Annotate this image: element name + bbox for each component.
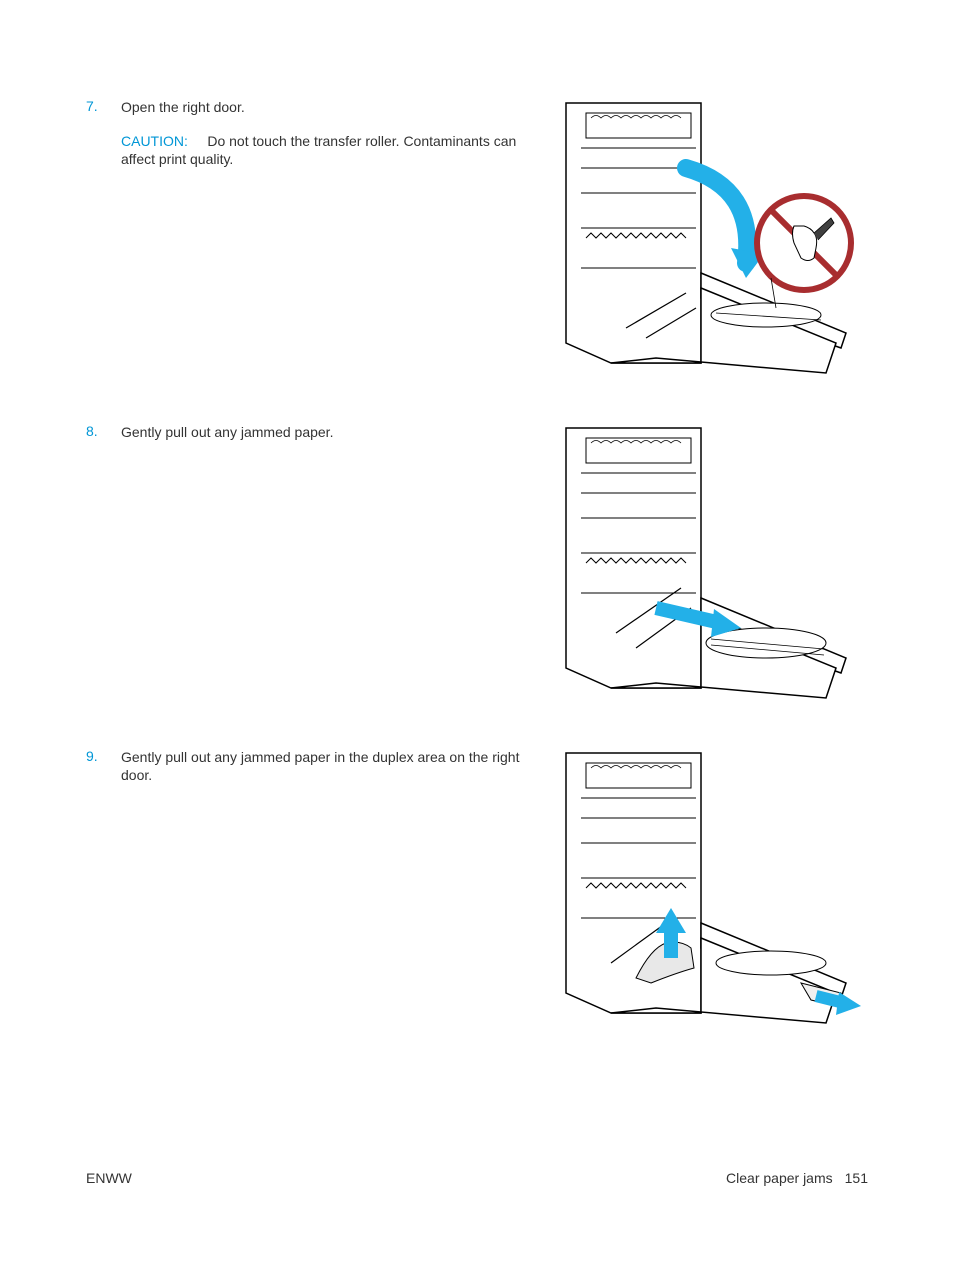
step-9-image-column	[556, 748, 868, 1043]
step-7-body: Open the right door. CAUTION: Do not tou…	[121, 98, 556, 393]
step-9-text-column: 9. Gently pull out any jammed paper in t…	[86, 748, 556, 1043]
step-7-instruction: Open the right door.	[121, 98, 536, 116]
page-footer: ENWW Clear paper jams 151	[0, 1170, 954, 1186]
step-7-image-column	[556, 98, 868, 393]
step-9-diagram	[556, 748, 866, 1033]
step-9-body: Gently pull out any jammed paper in the …	[121, 748, 556, 1043]
step-9-row: 9. Gently pull out any jammed paper in t…	[86, 748, 868, 1043]
step-7-caution: CAUTION: Do not touch the transfer rolle…	[121, 132, 536, 168]
page-content: 7. Open the right door. CAUTION: Do not …	[0, 0, 954, 1043]
step-8-instruction: Gently pull out any jammed paper.	[121, 423, 536, 441]
step-8-diagram	[556, 423, 866, 708]
step-7-diagram	[556, 98, 866, 383]
step-8-body: Gently pull out any jammed paper.	[121, 423, 556, 718]
step-7-number: 7.	[86, 98, 121, 393]
footer-left: ENWW	[86, 1170, 132, 1186]
step-8-text-column: 8. Gently pull out any jammed paper.	[86, 423, 556, 718]
footer-section: Clear paper jams	[726, 1170, 833, 1186]
page-number: 151	[845, 1170, 868, 1186]
step-8-number: 8.	[86, 423, 121, 718]
step-9-instruction: Gently pull out any jammed paper in the …	[121, 748, 536, 784]
step-7-row: 7. Open the right door. CAUTION: Do not …	[86, 98, 868, 393]
step-9-number: 9.	[86, 748, 121, 1043]
step-8-row: 8. Gently pull out any jammed paper.	[86, 423, 868, 718]
caution-label: CAUTION:	[121, 133, 188, 149]
step-8-image-column	[556, 423, 868, 718]
step-7-text-column: 7. Open the right door. CAUTION: Do not …	[86, 98, 556, 393]
footer-right: Clear paper jams 151	[726, 1170, 868, 1186]
